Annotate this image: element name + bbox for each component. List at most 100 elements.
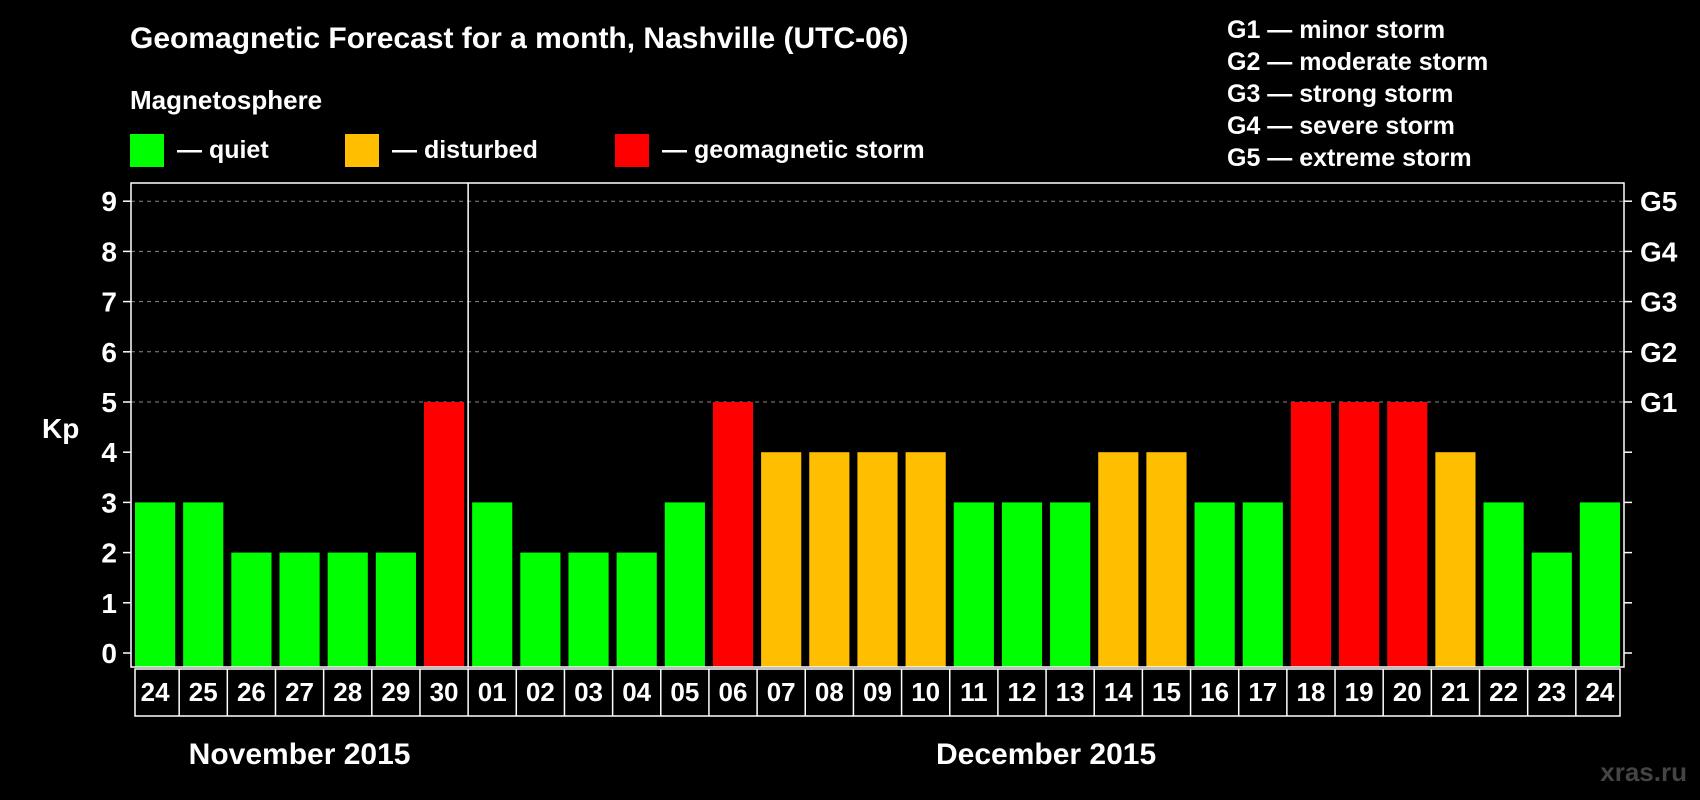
legend-swatch-storm	[615, 134, 649, 167]
date-label: 21	[1441, 677, 1470, 707]
date-label: 19	[1345, 677, 1374, 707]
bar	[472, 502, 513, 667]
bar	[568, 552, 609, 667]
bar	[1387, 402, 1428, 667]
bar	[1339, 402, 1380, 667]
y-tick-label: 9	[101, 186, 117, 217]
date-label: 18	[1296, 677, 1325, 707]
y-tick-label: 3	[101, 487, 117, 518]
plot-frame	[130, 182, 1625, 668]
date-label: 13	[1056, 677, 1085, 707]
date-label: 02	[526, 677, 555, 707]
month-label: November 2015	[189, 738, 411, 771]
date-label: 10	[911, 677, 940, 707]
bar	[1050, 502, 1091, 667]
date-label: 25	[189, 677, 218, 707]
date-label: 23	[1537, 677, 1566, 707]
bar	[1483, 502, 1524, 667]
storm-legend-item: G1 — minor storm	[1227, 16, 1445, 44]
y-axis-label: Kp	[42, 413, 79, 444]
date-row-frame	[134, 668, 1621, 717]
g-level-label: G2	[1640, 337, 1677, 368]
month-labels: November 2015 December 2015	[189, 738, 1156, 771]
y-tick-label: 5	[101, 387, 117, 418]
date-label: 27	[285, 677, 314, 707]
storm-legend-item: G3 — strong storm	[1227, 80, 1453, 108]
bar	[520, 552, 561, 667]
y-tick-label: 6	[101, 337, 117, 368]
bar	[327, 552, 368, 667]
y-tick-label: 4	[101, 437, 117, 468]
y-tick-label: 7	[101, 287, 117, 318]
bar	[1194, 502, 1235, 667]
bar	[905, 452, 946, 667]
y-tick-label: 8	[101, 236, 117, 267]
legend-swatch-disturbed	[345, 134, 379, 167]
date-label: 07	[767, 677, 796, 707]
legend-swatch-quiet	[130, 134, 164, 167]
y-axis: 0 1 2 3 4 5 6 7 8 9	[101, 186, 131, 669]
bar	[375, 552, 416, 667]
legend-label-quiet: — quiet	[177, 136, 269, 164]
storm-legend-item: G4 — severe storm	[1227, 112, 1455, 140]
bar	[616, 552, 657, 667]
date-label: 29	[381, 677, 410, 707]
status-legend: — quiet — disturbed — geomagnetic storm	[130, 134, 925, 167]
chart-title: Geomagnetic Forecast for a month, Nashvi…	[130, 22, 909, 55]
chart-subtitle: Magnetosphere	[130, 85, 322, 115]
bar	[1098, 452, 1139, 667]
bar	[1579, 502, 1620, 667]
date-label: 08	[815, 677, 844, 707]
y-tick-label: 1	[101, 588, 117, 619]
legend-label-disturbed: — disturbed	[392, 136, 538, 164]
bar	[135, 502, 176, 667]
g-level-label: G3	[1640, 287, 1677, 318]
bar	[1001, 502, 1043, 667]
bar	[1531, 552, 1572, 667]
date-label: 03	[574, 677, 603, 707]
bar	[761, 452, 802, 667]
date-label: 28	[333, 677, 362, 707]
storm-legend-item: G2 — moderate storm	[1227, 48, 1488, 76]
grid-lines	[131, 183, 1624, 667]
storm-legend-item: G5 — extreme storm	[1227, 144, 1472, 172]
watermark: xras.ru	[1600, 757, 1687, 787]
date-label: 15	[1152, 677, 1181, 707]
date-label: 26	[237, 677, 266, 707]
date-label: 30	[430, 677, 459, 707]
g-scale-axis: G1 G2 G3 G4 G5	[1624, 186, 1678, 654]
date-label: 24	[141, 677, 170, 707]
storm-legend: G1 — minor storm G2 — moderate storm G3 — …	[1227, 16, 1488, 172]
bar	[712, 402, 754, 667]
bar	[1290, 402, 1332, 667]
bar	[183, 502, 224, 667]
month-label: December 2015	[936, 738, 1156, 771]
date-label: 20	[1393, 677, 1422, 707]
date-label: 14	[1104, 677, 1133, 707]
bar	[279, 552, 320, 667]
date-label: 04	[622, 677, 651, 707]
date-label: 05	[670, 677, 699, 707]
date-label: 11	[960, 677, 988, 707]
g-level-label: G5	[1640, 186, 1677, 217]
bar	[953, 502, 994, 667]
date-label: 09	[863, 677, 892, 707]
date-label: 06	[719, 677, 748, 707]
legend-label-storm: — geomagnetic storm	[662, 136, 925, 164]
date-row: 24 25 26 27 28 29 30 01 02 03 04 05 06 07 08 09 10 11 12 13…	[134, 668, 1621, 717]
bar	[809, 452, 850, 667]
bar	[1242, 502, 1283, 667]
date-label: 12	[1008, 677, 1037, 707]
y-tick-label: 2	[101, 538, 117, 569]
date-label: 01	[478, 677, 507, 707]
g-level-label: G1	[1640, 387, 1677, 418]
date-label: 22	[1489, 677, 1518, 707]
bar	[423, 402, 465, 667]
bar	[1435, 452, 1476, 667]
bar	[664, 502, 705, 667]
bars	[135, 402, 1620, 667]
bar	[231, 552, 272, 667]
date-label: 24	[1585, 677, 1614, 707]
g-level-label: G4	[1640, 236, 1678, 267]
